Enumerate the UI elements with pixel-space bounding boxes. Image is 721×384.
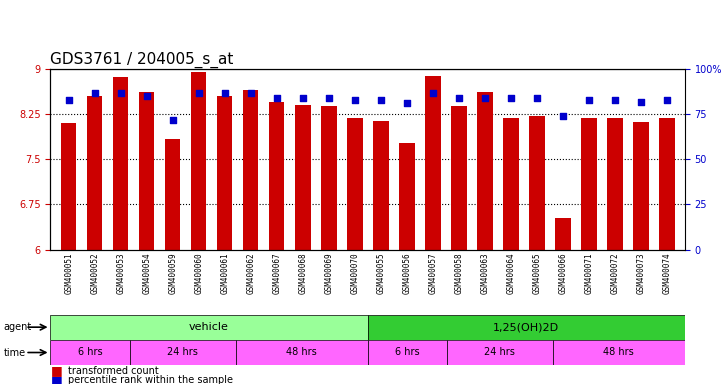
Text: 24 hrs: 24 hrs	[485, 347, 516, 358]
Point	[271, 95, 283, 101]
Bar	[529, 116, 544, 250]
Point	[505, 95, 516, 101]
Point	[401, 100, 412, 106]
Text: GSM400057: GSM400057	[428, 253, 437, 295]
Bar	[165, 139, 180, 250]
Bar	[477, 92, 492, 250]
Bar	[61, 123, 76, 250]
Text: GSM400067: GSM400067	[273, 253, 281, 295]
Bar	[295, 105, 311, 250]
Text: vehicle: vehicle	[189, 322, 229, 333]
Text: time: time	[4, 348, 26, 358]
FancyBboxPatch shape	[368, 315, 685, 340]
Point	[479, 95, 490, 101]
Bar	[113, 77, 128, 250]
Point	[557, 113, 568, 119]
Bar	[87, 96, 102, 250]
Bar	[321, 106, 337, 250]
FancyBboxPatch shape	[130, 340, 236, 365]
Bar	[581, 118, 596, 250]
Text: GSM400060: GSM400060	[194, 253, 203, 295]
Bar	[347, 118, 363, 250]
Point	[531, 95, 542, 101]
Text: GSM400052: GSM400052	[90, 253, 99, 295]
Point	[219, 89, 231, 96]
FancyBboxPatch shape	[447, 340, 553, 365]
Text: ■: ■	[50, 364, 62, 377]
Text: GSM400056: GSM400056	[402, 253, 411, 295]
Point	[63, 97, 74, 103]
Bar	[607, 118, 622, 250]
Text: GSM400065: GSM400065	[532, 253, 541, 295]
Bar	[243, 90, 259, 250]
Text: GSM400068: GSM400068	[298, 253, 307, 295]
Point	[609, 97, 621, 103]
Bar	[139, 92, 154, 250]
Text: GSM400063: GSM400063	[480, 253, 490, 295]
Point	[375, 97, 386, 103]
Bar	[633, 122, 649, 250]
Bar	[217, 96, 232, 250]
Text: GDS3761 / 204005_s_at: GDS3761 / 204005_s_at	[50, 51, 234, 68]
Text: agent: agent	[4, 322, 32, 332]
Bar	[373, 121, 389, 250]
Text: GSM400066: GSM400066	[558, 253, 567, 295]
Bar	[399, 142, 415, 250]
Text: percentile rank within the sample: percentile rank within the sample	[68, 375, 234, 384]
Text: GSM400062: GSM400062	[246, 253, 255, 295]
Text: GSM400071: GSM400071	[584, 253, 593, 295]
Text: 1,25(OH)2D: 1,25(OH)2D	[493, 322, 559, 333]
Point	[193, 89, 205, 96]
FancyBboxPatch shape	[50, 340, 130, 365]
Bar	[191, 72, 206, 250]
Point	[453, 95, 464, 101]
Point	[297, 95, 309, 101]
Point	[427, 89, 438, 96]
FancyBboxPatch shape	[368, 340, 447, 365]
Text: GSM400064: GSM400064	[506, 253, 516, 295]
Text: 6 hrs: 6 hrs	[395, 347, 420, 358]
FancyBboxPatch shape	[236, 340, 368, 365]
Text: ■: ■	[50, 374, 62, 384]
Point	[323, 95, 335, 101]
Text: 6 hrs: 6 hrs	[78, 347, 102, 358]
Text: GSM400072: GSM400072	[610, 253, 619, 295]
Point	[167, 117, 179, 123]
Bar	[555, 218, 570, 250]
Text: GSM400055: GSM400055	[376, 253, 385, 295]
Bar	[269, 102, 285, 250]
Point	[661, 97, 673, 103]
Point	[583, 97, 595, 103]
Text: transformed count: transformed count	[68, 366, 159, 376]
Bar	[503, 118, 518, 250]
Point	[635, 99, 647, 105]
Text: GSM400073: GSM400073	[636, 253, 645, 295]
Bar	[425, 76, 441, 250]
Point	[115, 89, 126, 96]
Text: 48 hrs: 48 hrs	[286, 347, 317, 358]
Text: GSM400053: GSM400053	[116, 253, 125, 295]
Text: GSM400061: GSM400061	[220, 253, 229, 295]
Point	[349, 97, 360, 103]
Text: GSM400059: GSM400059	[168, 253, 177, 295]
Point	[245, 89, 257, 96]
Text: GSM400051: GSM400051	[64, 253, 73, 295]
Text: GSM400058: GSM400058	[454, 253, 463, 295]
Text: GSM400069: GSM400069	[324, 253, 333, 295]
Point	[141, 93, 152, 99]
Text: 24 hrs: 24 hrs	[167, 347, 198, 358]
Bar	[659, 118, 675, 250]
Bar	[451, 106, 466, 250]
FancyBboxPatch shape	[50, 315, 368, 340]
Text: GSM400054: GSM400054	[142, 253, 151, 295]
Text: GSM400070: GSM400070	[350, 253, 359, 295]
Text: GSM400074: GSM400074	[663, 253, 671, 295]
Text: 48 hrs: 48 hrs	[603, 347, 634, 358]
Point	[89, 89, 100, 96]
FancyBboxPatch shape	[553, 340, 685, 365]
